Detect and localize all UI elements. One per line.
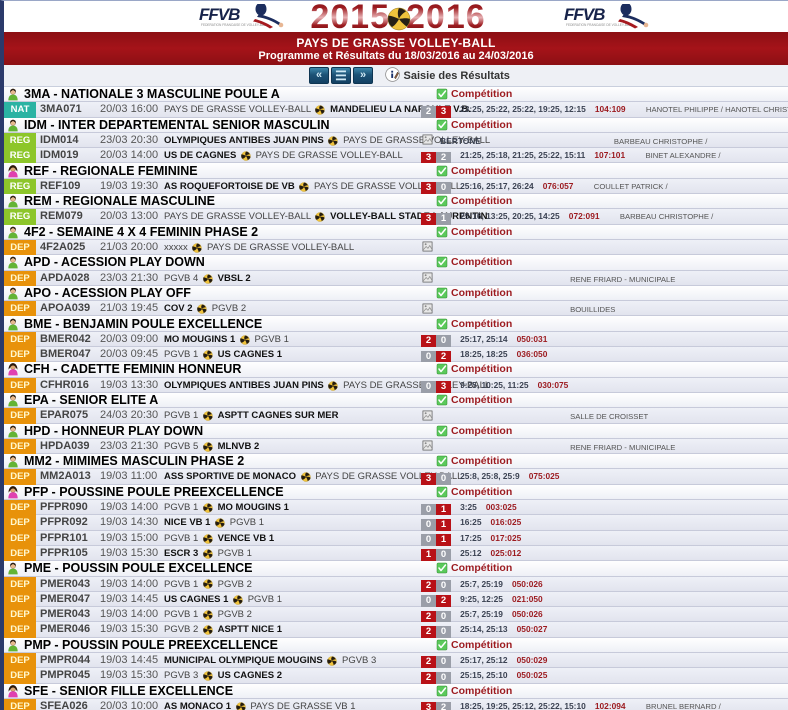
svg-text:FFVB: FFVB [564, 5, 605, 24]
svg-text:FEDERATION FRANCAISE DE VOLLEY: FEDERATION FRANCAISE DE VOLLEY-BALL [566, 23, 633, 27]
